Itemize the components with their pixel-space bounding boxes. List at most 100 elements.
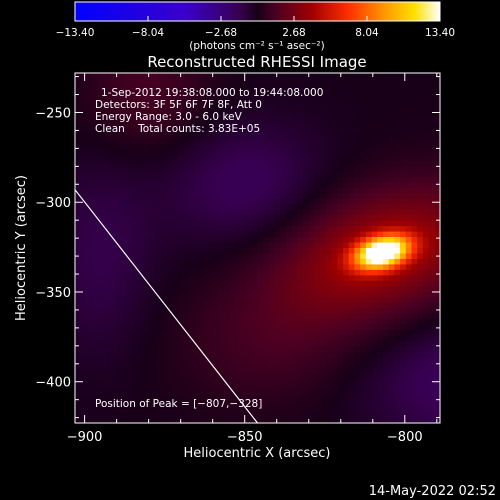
heatmap-cell [206,308,213,315]
heatmap-cell [251,406,259,413]
heatmap-cell [348,330,356,337]
heatmap-cell [388,89,395,96]
heatmap-cell [325,242,333,249]
heatmap-cell [86,280,93,287]
heatmap-cell [211,401,219,408]
heatmap-cell [183,291,190,298]
heatmap-cell [206,160,213,167]
heatmap-cell [137,193,145,200]
heatmap-cell [114,308,122,315]
heatmap-cell [92,384,99,391]
heatmap-cell [240,160,247,167]
heatmap-cell [234,324,241,331]
heatmap-cell [223,182,230,189]
heatmap-cell [343,220,350,227]
heatmap-cell [297,198,304,205]
heatmap-cell [434,220,440,227]
heatmap-cell [234,187,241,194]
heatmap-cell [394,373,401,380]
heatmap-cell [274,313,281,320]
heatmap-cell [143,384,150,391]
heatmap-cell [80,89,87,96]
heatmap-cell [325,357,333,364]
heatmap-cell [240,406,247,413]
heatmap-cell [240,275,247,282]
heatmap-cell [154,390,162,397]
heatmap-cell [354,237,361,244]
heatmap-cell [297,100,304,107]
heatmap-cell [434,264,440,271]
heatmap-cell [211,297,219,304]
heatmap-cell [434,149,440,156]
heatmap-cell [400,264,407,271]
heatmap-cell [234,198,241,205]
heatmap-cell [343,275,350,282]
heatmap-cell [103,286,110,293]
annotation-energy-range: Energy Range: 3.0 - 6.0 keV [95,111,243,123]
heatmap-cell [189,209,196,216]
heatmap-cell [365,155,373,162]
heatmap-cell [428,220,435,227]
heatmap-cell [183,127,190,134]
heatmap-cell [223,308,230,315]
heatmap-cell [411,269,418,276]
heatmap-cell [331,111,338,118]
heatmap-cell [166,144,173,151]
heatmap-cell [343,330,350,337]
heatmap-cell [132,73,139,80]
heatmap-cell [297,83,304,91]
heatmap-cell [92,340,99,348]
heatmap-cell [166,133,173,140]
heatmap-cell [257,412,264,419]
heatmap-cell [388,133,395,140]
heatmap-cell [388,362,395,369]
heatmap-cell [400,319,407,326]
heatmap-cell [132,226,139,233]
heatmap-cell [114,275,122,282]
heatmap-cell [348,340,356,348]
heatmap-cell [228,89,236,96]
heatmap-cell [274,286,281,293]
heatmap-cell [280,237,287,244]
heatmap-cell [343,165,350,173]
heatmap-cell [382,248,390,255]
heatmap-cell [189,351,196,358]
heatmap-cell [377,357,384,364]
heatmap-cell [194,384,202,391]
heatmap-cell [360,384,367,391]
heatmap-cell [189,231,196,238]
heatmap-cell [411,133,418,140]
heatmap-cell [166,258,173,266]
heatmap-cell [257,362,264,369]
heatmap-cell [405,384,413,391]
heatmap-cell [114,215,122,222]
heatmap-cell [354,253,361,260]
heatmap-cell [189,100,196,107]
heatmap-cell [143,226,150,233]
heatmap-cell [240,176,247,183]
heatmap-cell [240,297,247,304]
heatmap-cell [257,384,264,391]
heatmap-cell [126,209,133,216]
heatmap-cell [92,105,99,112]
heatmap-cell [325,280,333,287]
heatmap-cell [337,122,344,129]
heatmap-cell [257,308,264,315]
heatmap-cell [217,346,224,353]
heatmap-cell [377,346,384,353]
heatmap-cell [86,335,93,342]
heatmap-cell [137,204,145,211]
heatmap-cell [228,133,236,140]
heatmap-cell [103,406,110,413]
heatmap-cell [246,308,253,315]
heatmap-cell [166,198,173,205]
heatmap-cell [171,324,179,331]
heatmap-cell [411,258,418,266]
heatmap-cell [177,308,184,315]
heatmap-cell [143,406,150,413]
heatmap-cell [303,193,310,200]
heatmap-cell [280,319,287,326]
heatmap-cell [388,319,395,326]
heatmap-cell [320,406,327,413]
heatmap-cell [149,226,156,233]
